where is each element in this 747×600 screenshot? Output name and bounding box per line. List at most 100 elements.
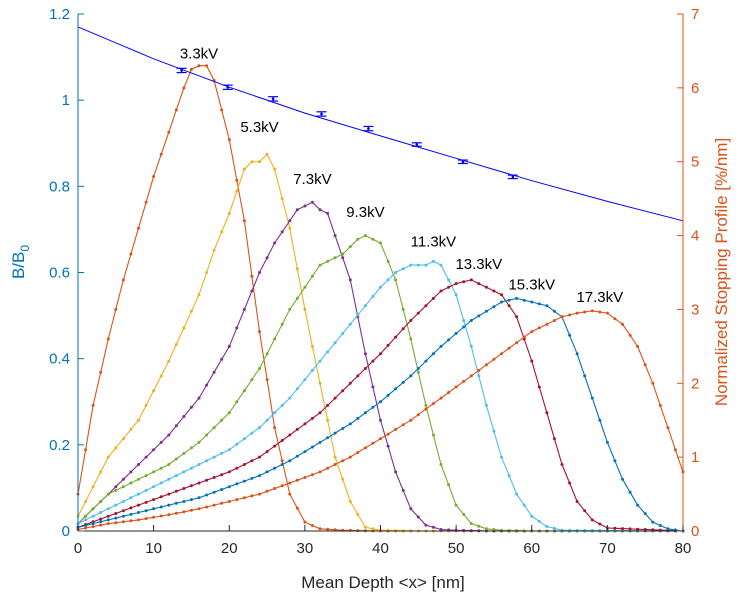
profile-point [167,503,171,507]
profile-point [409,263,413,267]
profile-point [84,526,88,530]
profile-point [575,311,579,315]
profile-point [492,429,496,433]
profile-point [326,211,330,215]
profile-point [137,518,140,522]
profile-point [137,477,140,481]
profile-point [227,448,231,452]
profile-point [363,367,367,370]
profile-point [84,518,88,522]
profile-point [318,208,322,212]
profile-point [394,427,398,431]
profile-point [250,431,254,435]
profile-point [379,285,382,289]
profile-point [273,337,277,341]
profile-point [129,506,133,510]
profile-point [99,517,103,521]
profile-point [137,226,140,230]
profile-point [182,470,186,474]
field-point [411,142,422,147]
profile-point [583,310,587,314]
profile-point [189,484,193,488]
profile-point [605,440,609,444]
profile-point [167,359,171,363]
profile-point [394,271,398,274]
profile-point [552,437,556,441]
profile-point [477,524,481,528]
profile-point [462,379,466,383]
profile-point [333,463,337,466]
profile-point [469,319,473,322]
profile-point [280,463,284,466]
profile-point [258,492,261,496]
profile-point [220,418,224,422]
profile-point [439,463,443,466]
profile-point [363,446,367,450]
profile-point [144,403,148,407]
profile-point [341,256,345,260]
profile-point [363,411,367,415]
profile-point [484,285,488,289]
profile-point [205,459,209,463]
x-tick-label: 60 [523,540,540,557]
profile-point [235,482,239,486]
y-right-tick-label: 6 [691,80,699,97]
profile-point [258,474,261,478]
energy-label: 3.3kV [180,45,218,62]
profile-point [310,368,314,372]
profile-point [280,197,284,201]
profile-point [439,396,443,400]
profile-point [522,335,526,339]
profile-point [326,527,330,531]
profile-point [613,317,617,321]
profile-point [424,263,428,267]
profile-point [341,389,345,393]
profile-point [363,525,367,529]
profile-point [205,64,209,68]
profile-point [205,271,209,274]
profile-point [197,496,201,500]
profile-point [295,478,299,482]
field-point [457,159,468,165]
profile-point [492,289,496,293]
profile-point [258,330,261,334]
profile-point [84,500,88,503]
profile-point [651,381,655,385]
profile-point [121,514,125,518]
profile-point [174,343,178,346]
profile-point [500,455,503,459]
profile-point [242,219,246,223]
profile-point [484,309,488,313]
profile-point [242,463,246,466]
energy-label: 17.3kV [576,289,623,306]
profile-point [363,234,367,238]
profile-point [303,285,307,289]
profile-point [205,478,209,482]
profile-point [273,167,277,171]
profile-point [303,422,307,426]
profile-point [447,391,451,394]
profile-point [598,418,602,422]
profile-point [295,208,299,212]
profile-point [227,138,231,142]
profile-point [613,459,617,463]
profile-point [462,319,466,322]
profile-point [167,433,171,437]
profile-point [265,489,269,493]
profile-point [152,470,156,474]
profile-point [348,322,352,326]
x-tick-label: 0 [74,540,82,557]
profile-point [326,418,330,422]
profile-point [386,278,390,282]
profile-point [129,470,133,474]
profile-point [273,241,277,245]
profile-point [590,396,594,400]
profile-point [431,296,435,300]
profile-point [137,492,140,496]
profile-point [235,498,239,502]
y-right-tick-label: 3 [691,301,699,318]
field-point [316,111,327,117]
profile-point [575,352,579,356]
profile-point [265,152,269,156]
profile-point [598,310,602,314]
